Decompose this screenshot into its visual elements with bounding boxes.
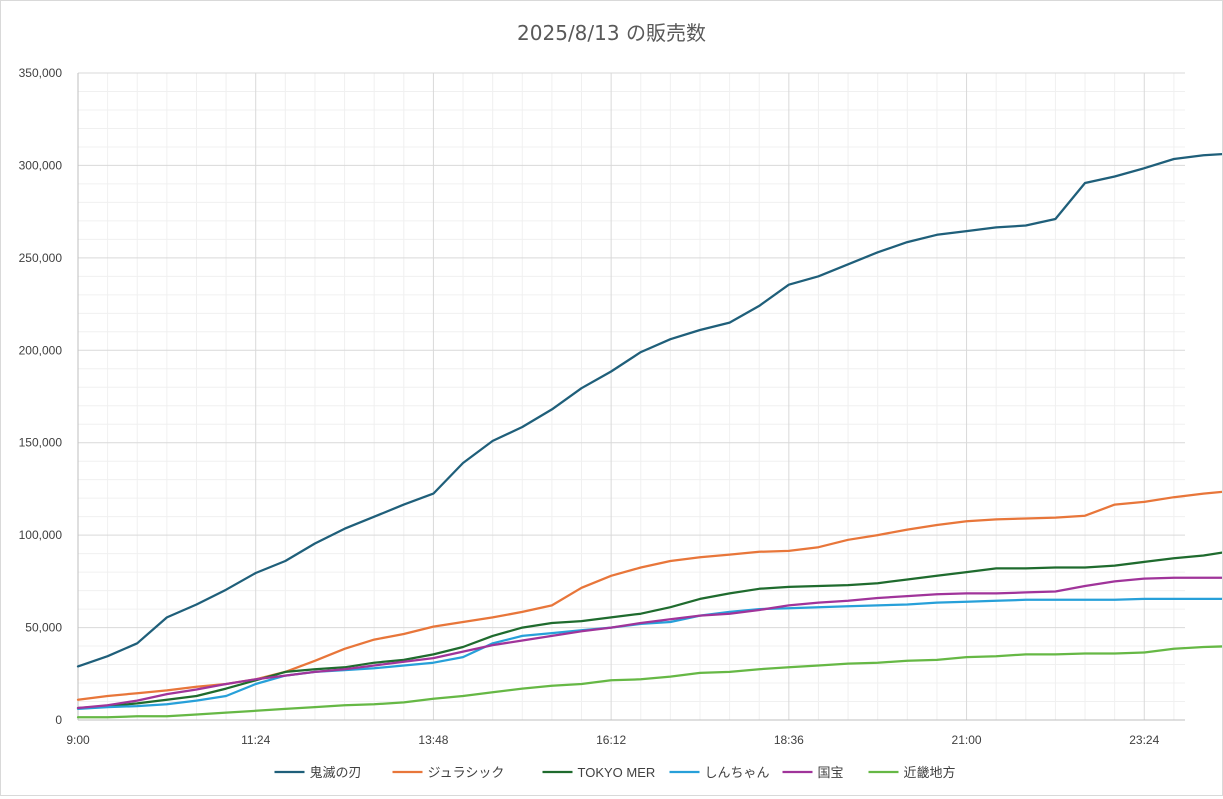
x-tick-label: 21:00	[952, 733, 982, 747]
x-tick-label: 13:48	[418, 733, 448, 747]
series-lines	[76, 152, 1223, 719]
y-tick-label: 300,000	[19, 158, 63, 172]
series-line-kokuho	[76, 576, 1223, 710]
y-tick-label: 350,000	[19, 66, 63, 80]
axes	[77, 73, 1185, 721]
series-line-tokyo_mer	[76, 551, 1223, 710]
legend-label: ジュラシック	[428, 765, 505, 780]
major-gridlines	[78, 72, 1185, 720]
legend-item-kimetsu: 鬼滅の刃	[274, 765, 362, 780]
legend-label: しんちゃん	[705, 765, 770, 780]
x-tick-label: 23:24	[1129, 733, 1159, 747]
y-tick-label: 50,000	[25, 621, 62, 635]
x-axis-tick-labels: 9:00 11:24 13:48 16:12 18:36 21:00 23:24	[66, 733, 1159, 747]
x-tick-label: 9:00	[66, 733, 90, 747]
y-tick-label: 100,000	[19, 528, 63, 542]
series-line-kimetsu	[76, 152, 1223, 668]
x-tick-label: 11:24	[241, 733, 270, 747]
legend: 鬼滅の刃 ジュラシック TOKYO MER しんちゃん 国宝 近畿地方	[274, 765, 956, 780]
y-axis-tick-labels: 0 50,000 100,000 150,000 200,000 250,000 300,0…	[19, 66, 63, 727]
series-line-kinki	[76, 645, 1223, 719]
series-line-jurassic	[76, 490, 1223, 701]
legend-item-jurassic: ジュラシック	[392, 765, 505, 780]
chart-title: 2025/8/13 の販売数	[517, 21, 706, 45]
x-tick-label: 16:12	[596, 733, 626, 747]
y-tick-label: 0	[55, 713, 62, 727]
y-tick-label: 250,000	[19, 251, 63, 265]
legend-item-kinki: 近畿地方	[868, 765, 956, 780]
legend-label: 近畿地方	[904, 765, 956, 780]
y-tick-label: 200,000	[19, 343, 63, 357]
legend-item-kokuho: 国宝	[782, 765, 844, 780]
y-tick-label: 150,000	[19, 436, 63, 450]
legend-item-tokyo_mer: TOKYO MER	[542, 765, 656, 780]
legend-item-shinchan: しんちゃん	[669, 765, 770, 780]
legend-label: 国宝	[818, 765, 844, 780]
legend-label: TOKYO MER	[578, 765, 656, 780]
legend-label: 鬼滅の刃	[310, 765, 362, 780]
x-tick-label: 18:36	[774, 733, 804, 747]
minor-gridlines	[78, 73, 1185, 720]
